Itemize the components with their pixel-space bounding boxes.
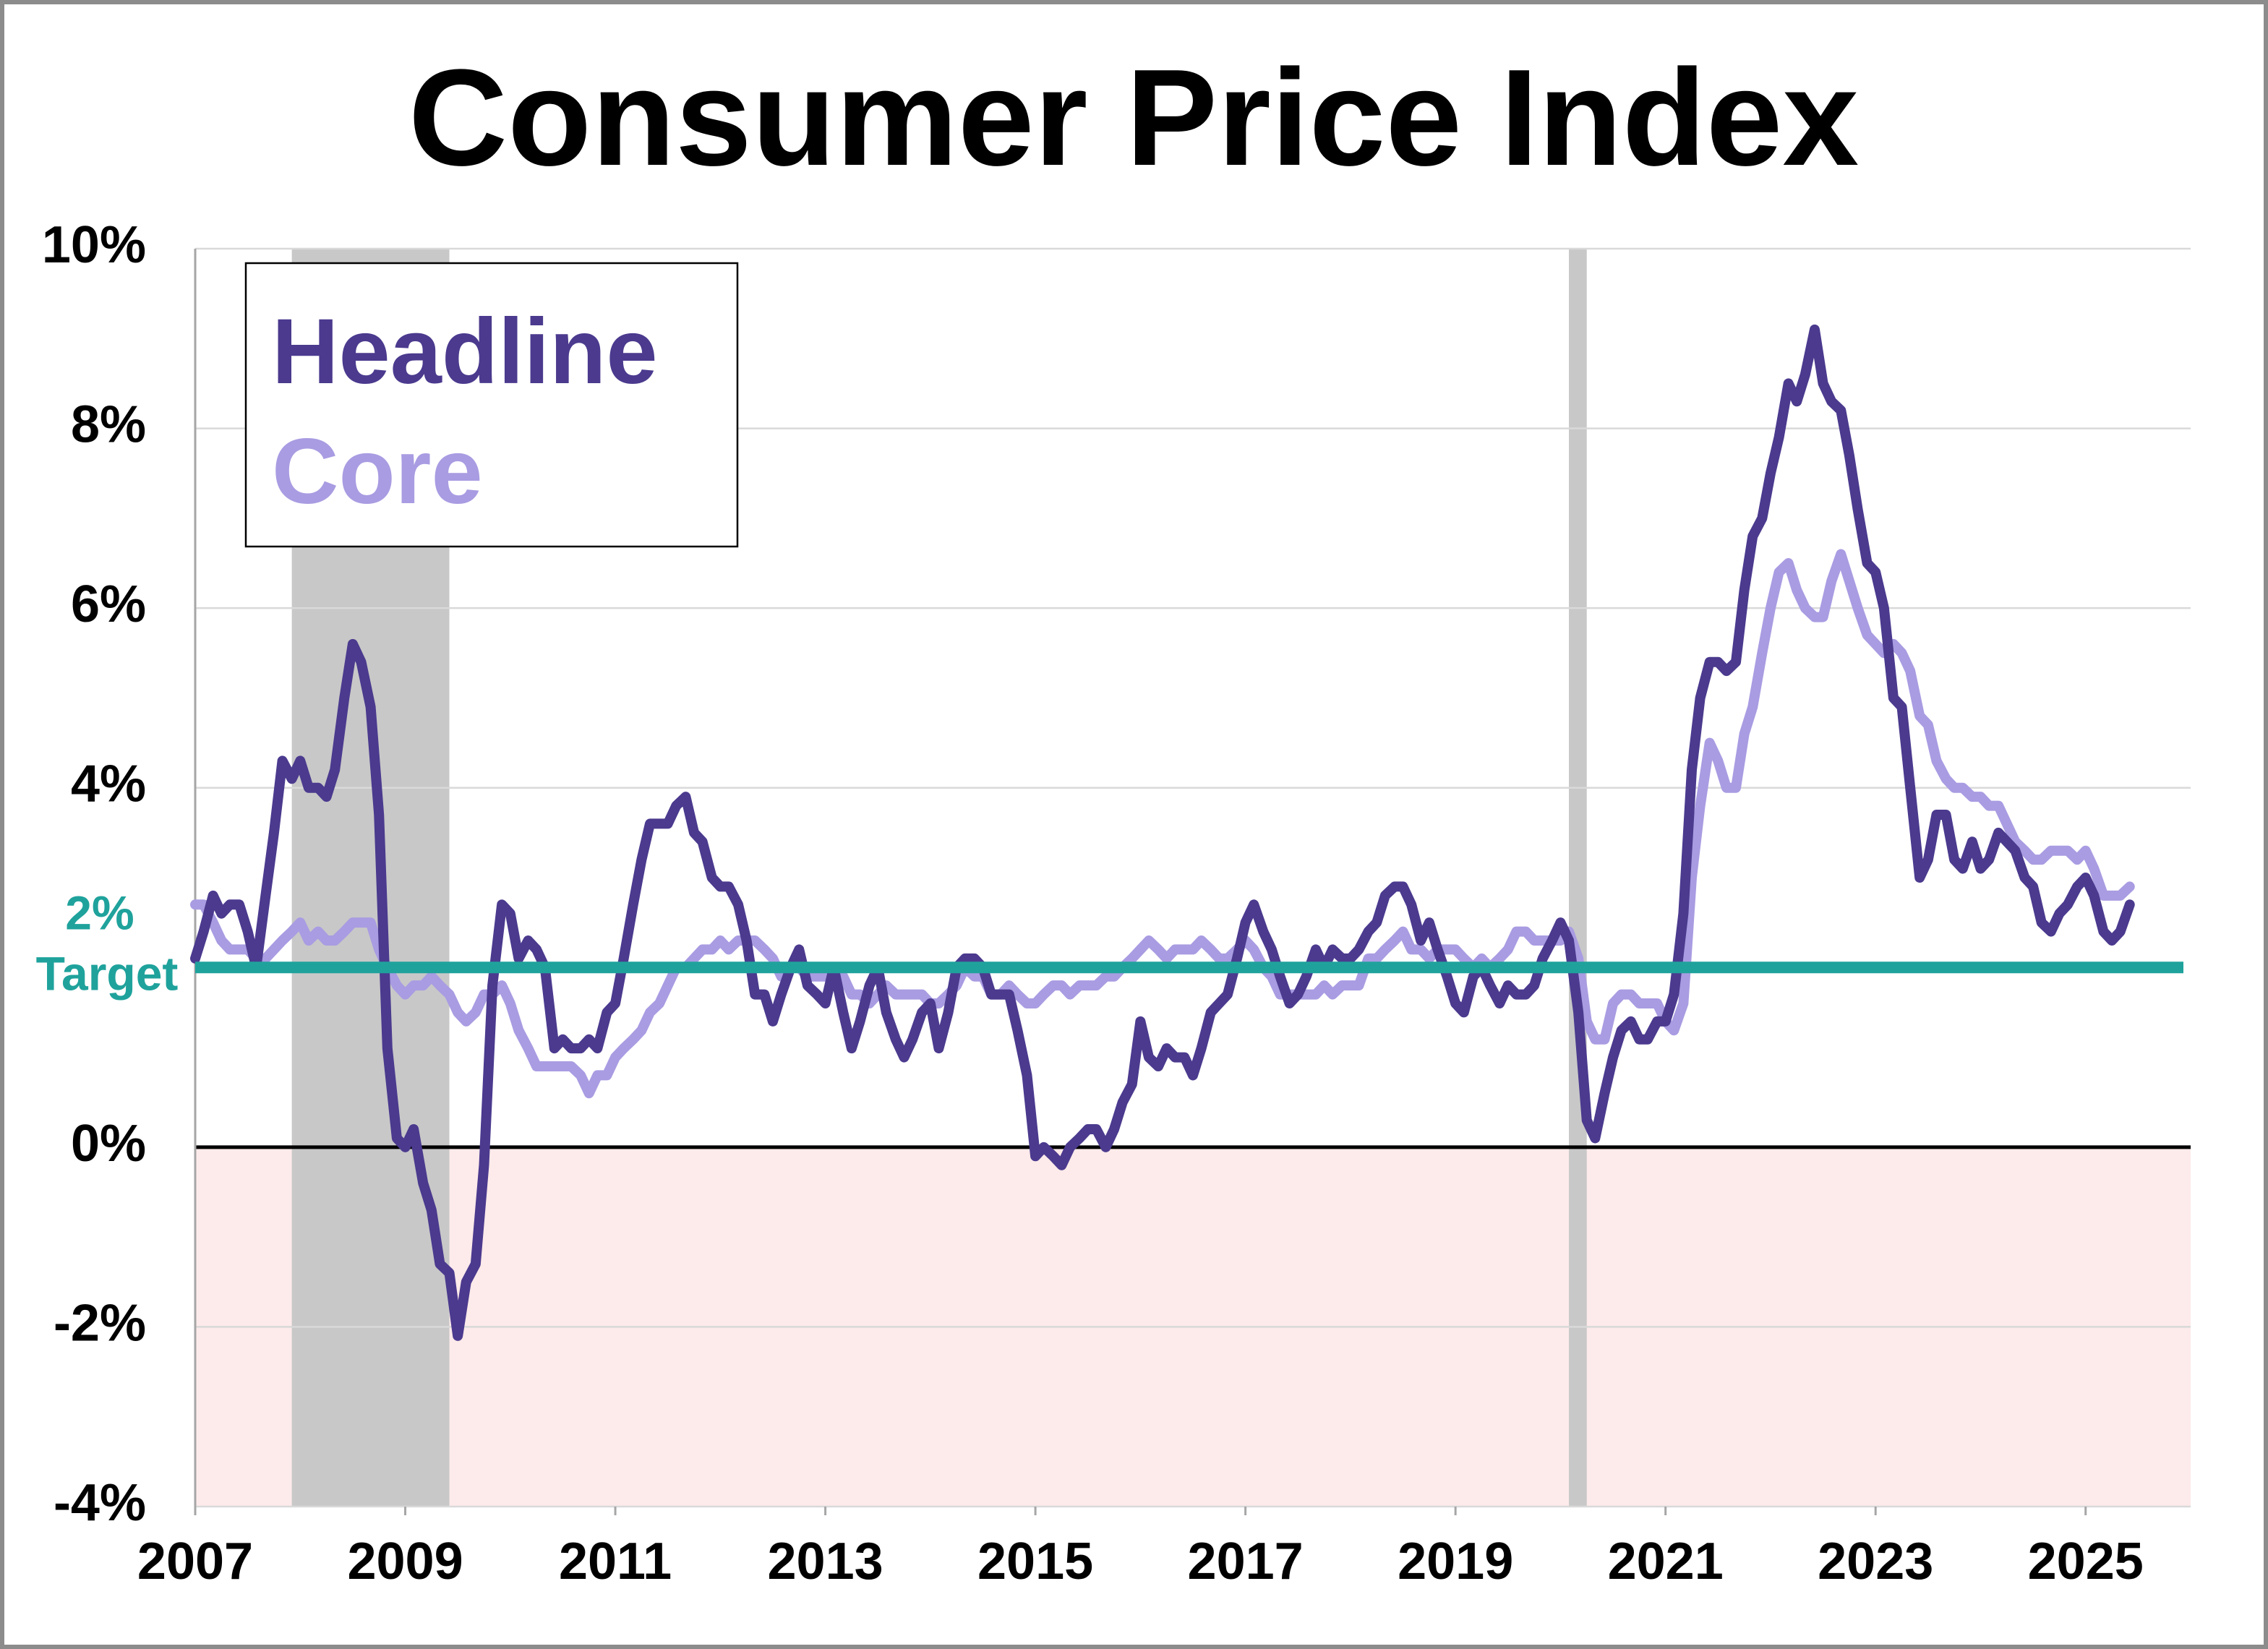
target-label: 2% bbox=[65, 886, 134, 940]
x-tick-label: 2009 bbox=[347, 1533, 463, 1590]
x-tick-label: 2021 bbox=[1608, 1533, 1724, 1590]
lines-layer bbox=[190, 324, 2183, 1341]
y-tick-label: -2% bbox=[54, 1294, 146, 1352]
x-tick-label: 2017 bbox=[1188, 1533, 1304, 1590]
x-tick-label: 2019 bbox=[1398, 1533, 1513, 1590]
y-tick-label: 4% bbox=[71, 755, 146, 813]
legend: Headline Core bbox=[244, 262, 739, 548]
series-line bbox=[190, 324, 2135, 1341]
y-tick-label: 6% bbox=[71, 575, 146, 633]
x-tick-label: 2013 bbox=[767, 1533, 883, 1590]
x-tick-label: 2025 bbox=[2028, 1533, 2144, 1590]
legend-box bbox=[244, 262, 739, 548]
target-label: Target bbox=[36, 947, 179, 1001]
recession-band bbox=[1569, 249, 1587, 1507]
legend-entry: Headline bbox=[272, 300, 658, 403]
y-tick-label: 0% bbox=[71, 1115, 146, 1173]
x-tick-label: 2007 bbox=[137, 1533, 253, 1590]
labels-layer: -4% -2% 0% 4% 6% 8% 10% 2007 2009 2011 2013 2015 201… bbox=[36, 216, 2144, 1590]
x-tick-label: 2023 bbox=[1818, 1533, 1933, 1590]
y-tick-label: 10% bbox=[42, 216, 146, 274]
background-layer bbox=[195, 249, 2191, 1507]
x-tick-label: 2011 bbox=[559, 1533, 672, 1590]
y-tick-label: -4% bbox=[54, 1474, 146, 1532]
chart-title: Consumer Price Index bbox=[408, 41, 1859, 194]
series-line bbox=[190, 549, 2135, 1099]
y-tick-label: 8% bbox=[71, 396, 146, 454]
x-tick-label: 2015 bbox=[977, 1533, 1093, 1590]
legend-entry: Core bbox=[272, 420, 483, 523]
